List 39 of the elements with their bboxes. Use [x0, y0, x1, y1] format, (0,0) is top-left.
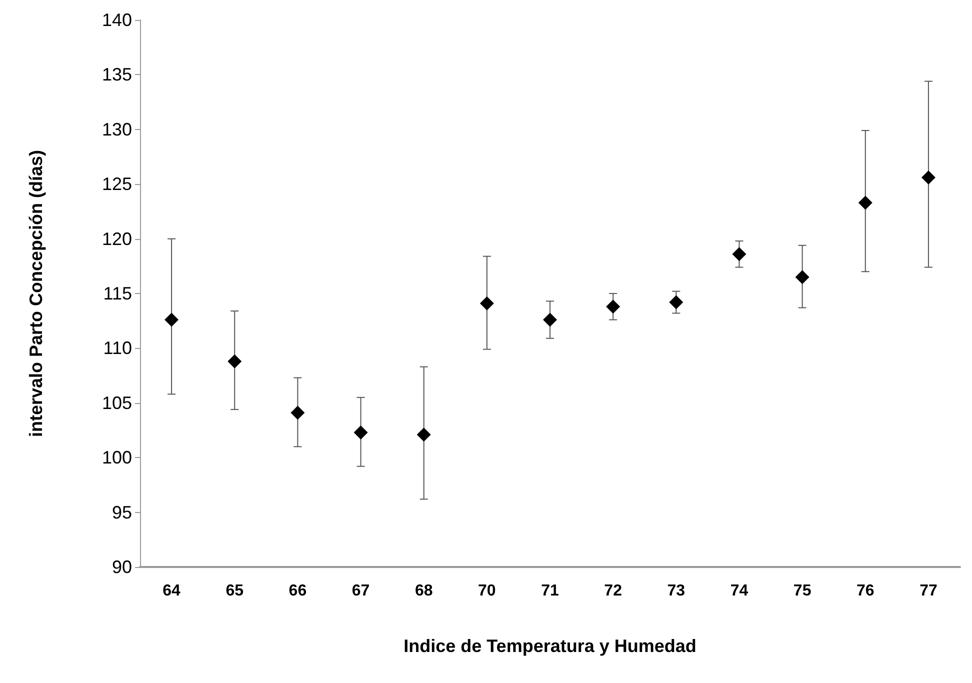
x-tick-label: 66	[288, 582, 307, 600]
x-tick-label: 68	[414, 582, 433, 600]
point	[164, 312, 179, 327]
x-tick-label: 64	[162, 582, 181, 600]
point	[354, 425, 368, 440]
point	[228, 354, 242, 368]
y-tick-label: 100	[102, 448, 132, 468]
point	[543, 312, 557, 327]
x-tick-label: 72	[604, 582, 622, 600]
y-tick-label: 90	[112, 557, 132, 577]
x-tick-label: 75	[793, 582, 812, 600]
point	[732, 247, 746, 262]
point	[921, 170, 936, 185]
y-tick-label: 115	[103, 284, 132, 304]
point	[795, 270, 810, 284]
y-tick-label: 110	[103, 338, 132, 358]
y-tick-label: 130	[102, 119, 132, 140]
point	[480, 296, 494, 310]
y-tick-label: 140	[102, 10, 132, 30]
point	[858, 196, 872, 210]
x-tick-label: 73	[667, 582, 686, 600]
x-tick-label: 77	[920, 582, 938, 600]
x-tick-label: 65	[226, 582, 244, 600]
x-tick-label: 74	[730, 582, 748, 600]
y-tick-label: 125	[102, 174, 132, 194]
x-tick-label: 71	[541, 582, 559, 600]
x-tick-label: 67	[352, 582, 370, 600]
y-tick-label: 135	[102, 64, 132, 85]
point	[669, 295, 684, 310]
x-axis-title: Indice de Temperatura y Humedad	[404, 636, 696, 656]
y-tick-label: 95	[112, 502, 132, 522]
x-tick-label: 76	[856, 582, 874, 600]
point	[416, 428, 431, 442]
y-axis-title: intervalo Parto Concepción (días)	[26, 150, 46, 438]
point	[290, 406, 305, 420]
y-tick-label: 105	[102, 392, 132, 413]
y-tick-label: 120	[102, 228, 132, 249]
x-tick-label: 70	[478, 582, 496, 600]
point	[606, 300, 620, 314]
